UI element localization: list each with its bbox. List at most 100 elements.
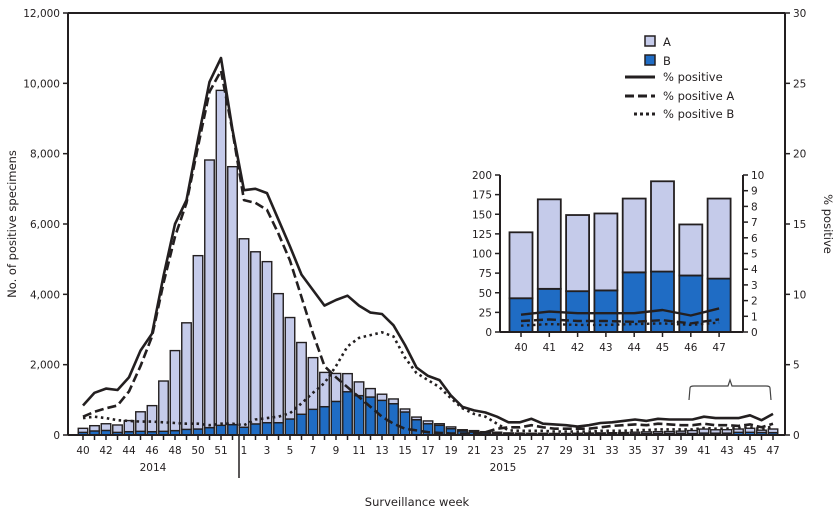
- y2-tick-label: 8: [751, 201, 758, 213]
- bar-b-week-1: [238, 426, 250, 436]
- x-tick-label: 41: [543, 342, 556, 354]
- legend-label-pct-positive-a: % positive A: [663, 89, 734, 103]
- bar-a-week-47: [158, 380, 169, 433]
- line-positive-a: [520, 318, 720, 325]
- legend-label-pct-positive-b: % positive B: [663, 107, 734, 121]
- x-tick-label: 21: [467, 445, 480, 457]
- bar-b-week-7: [307, 408, 319, 436]
- x-tick-label: 48: [168, 445, 181, 457]
- year-label-2015: 2015: [490, 462, 517, 474]
- bar-b-week-52: [215, 424, 227, 436]
- bar-a-week-40: [687, 429, 698, 435]
- bar-a-week-40: [77, 427, 89, 434]
- bar-a-week-52: [215, 89, 227, 427]
- main-axes: 02,0004,0006,0008,00010,00012,0000510152…: [23, 8, 806, 457]
- x-tick-label: 40: [514, 342, 527, 354]
- bar-b-week-47: [706, 277, 732, 333]
- bar-a-week-51: [204, 159, 215, 429]
- x-tick-label: 11: [352, 445, 365, 457]
- bar-a-week-39: [675, 430, 687, 434]
- bar-a-week-42: [100, 423, 112, 432]
- bar-a-week-46: [678, 223, 704, 277]
- bar-a-week-38: [664, 430, 675, 435]
- bar-a-week-15: [399, 408, 411, 413]
- x-tick-label: 42: [571, 342, 584, 354]
- y2-tick-label: 25: [793, 78, 806, 90]
- x-tick-label: 46: [684, 342, 698, 354]
- legend-label-a: A: [663, 35, 671, 49]
- bar-a-week-43: [593, 212, 619, 292]
- inset-bracket: [688, 378, 772, 401]
- x-tick-label: 35: [628, 445, 641, 457]
- x-tick-label: 39: [674, 445, 687, 457]
- x-tick-label: 15: [398, 445, 411, 457]
- bar-a-week-44: [621, 197, 647, 274]
- x-tick-label: 37: [651, 445, 664, 457]
- y2-tick-label: 2: [751, 296, 758, 308]
- line-positive-b: [82, 331, 774, 433]
- bar-b-week-40: [508, 297, 534, 333]
- bar-a-week-31: [583, 432, 595, 435]
- y2-tick-label: 10: [751, 170, 764, 182]
- bar-a-week-30: [572, 432, 583, 435]
- x-tick-label: 25: [513, 445, 526, 457]
- bar-b-week-8: [319, 405, 330, 436]
- y-tick-label: 2,000: [30, 360, 60, 372]
- y-tick-label: 4,000: [30, 289, 60, 301]
- y-tick-label: 125: [472, 229, 492, 241]
- bar-b-week-5: [284, 418, 296, 436]
- bar-a-week-10: [342, 372, 353, 393]
- bar-a-week-45: [744, 427, 756, 433]
- x-tick-label: 7: [310, 445, 317, 457]
- bar-b-week-11: [353, 394, 365, 436]
- y-tick-label: 50: [479, 288, 492, 300]
- bar-a-week-26: [526, 432, 537, 435]
- bar-a-week-41: [698, 428, 710, 434]
- x-tick-label: 33: [605, 445, 618, 457]
- y2-tick-label: 1: [751, 311, 758, 323]
- bar-a-week-43: [721, 428, 733, 434]
- bar-b-week-2: [250, 423, 261, 436]
- x-tick-label: 43: [599, 342, 612, 354]
- x-tick-label: 23: [490, 445, 503, 457]
- bar-a-week-46: [146, 404, 158, 433]
- bar-b-week-3: [261, 421, 273, 436]
- bar-a-week-44: [733, 428, 744, 434]
- y-tick-label: 0: [485, 327, 492, 339]
- line-positive-a: [82, 69, 774, 435]
- bar-a-week-13: [376, 393, 388, 402]
- x-tick-label: 19: [444, 445, 457, 457]
- bar-a-week-3: [261, 260, 273, 424]
- x-axis-label: Surveillance week: [365, 495, 470, 509]
- bar-a-week-9: [330, 372, 342, 403]
- legend: A B % positive % positive A % positive B: [625, 35, 734, 121]
- x-tick-label: 45: [656, 342, 669, 354]
- x-tick-label: 46: [145, 445, 159, 457]
- bar-a-week-44: [123, 419, 135, 433]
- bar-a-week-16: [411, 416, 422, 421]
- x-tick-label: 17: [421, 445, 434, 457]
- bar-a-week-34: [618, 431, 629, 435]
- line-positive: [520, 307, 720, 317]
- bar-b-week-4: [273, 421, 284, 436]
- bar-a-week-17: [422, 420, 434, 425]
- x-tick-label: 51: [214, 445, 227, 457]
- bar-a-week-35: [629, 431, 641, 435]
- y2-tick-label: 9: [751, 186, 758, 198]
- y-tick-label: 100: [472, 249, 492, 261]
- legend-swatch-a: [644, 35, 656, 47]
- x-tick-label: 47: [766, 445, 779, 457]
- bar-a-week-47: [706, 197, 732, 280]
- y-tick-label: 75: [479, 268, 492, 280]
- x-tick-label: 50: [191, 445, 204, 457]
- y2-tick-label: 7: [751, 217, 758, 229]
- bar-a-week-41: [89, 424, 100, 432]
- bar-a-week-41: [536, 198, 562, 290]
- bar-a-week-50: [192, 254, 204, 430]
- bar-a-week-42: [565, 214, 590, 293]
- x-tick-label: 45: [743, 445, 756, 457]
- x-tick-label: 44: [122, 445, 136, 457]
- y2-tick-label: 4: [751, 264, 758, 276]
- x-tick-label: 1: [241, 445, 248, 457]
